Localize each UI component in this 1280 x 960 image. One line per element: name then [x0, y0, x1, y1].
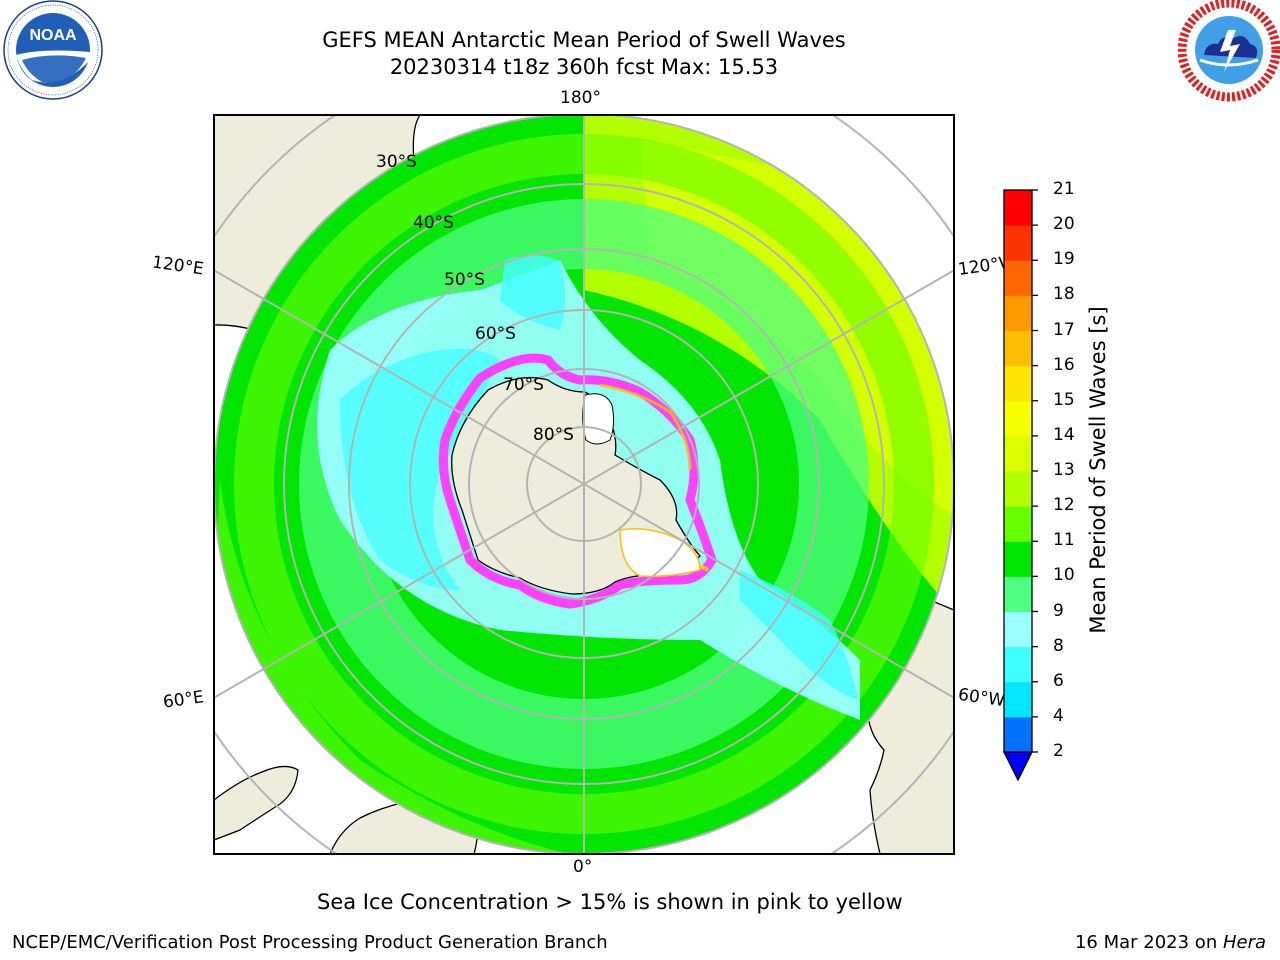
nws-logo — [1178, 0, 1280, 102]
colorbar-segment — [1004, 260, 1032, 296]
colorbar-segment — [1004, 681, 1032, 718]
colorbar-tick-label: 10 — [1053, 565, 1075, 586]
colorbar-under-arrow — [1002, 751, 1034, 782]
footer-host: Hera — [1222, 932, 1266, 953]
colorbar-segment — [1004, 330, 1032, 367]
colorbar-label: Mean Period of Swell Waves [s] — [1086, 306, 1110, 634]
colorbar-segment — [1004, 541, 1032, 577]
ross-ice-shelf — [582, 393, 615, 445]
footer-date: 16 Mar 2023 on Hera — [1075, 932, 1266, 953]
colorbar-tick-label: 6 — [1053, 670, 1064, 691]
madagascar-landmass — [214, 765, 299, 841]
colorbar-tick-label: 12 — [1053, 495, 1075, 516]
colorbar-segment — [1004, 611, 1032, 648]
colorbar-tick-label: 19 — [1053, 249, 1075, 270]
chart-subtitle: 20230314 t18z 360h fcst Max: 15.53 — [389, 55, 779, 79]
colorbar-tick-label: 2 — [1053, 741, 1064, 761]
lon-label-0: 0° — [573, 857, 593, 877]
colorbar-tick-label: 15 — [1053, 389, 1075, 410]
colorbar-tick-label: 11 — [1053, 530, 1075, 551]
colorbar-tick-label: 17 — [1053, 319, 1075, 340]
footer-credit: NCEP/EMC/Verification Post Processing Pr… — [12, 932, 608, 953]
colorbar-tick-label: 21 — [1053, 179, 1075, 199]
colorbar-segment — [1004, 646, 1032, 683]
colorbar-tick-label: 13 — [1053, 460, 1075, 480]
colorbar-segment — [1004, 190, 1032, 226]
colorbar-tick-label: 20 — [1053, 214, 1075, 235]
map-frame — [213, 114, 955, 855]
lat-label-40s: 40°S — [413, 213, 454, 233]
colorbar-tick-label: 14 — [1053, 424, 1075, 445]
footer-date-text: 16 Mar 2023 on — [1074, 932, 1223, 953]
colorbar-segment — [1004, 400, 1032, 437]
lat-label-50s: 50°S — [444, 270, 485, 290]
colorbar-segment — [1004, 716, 1032, 753]
noaa-logo-text: NOAA — [29, 27, 77, 44]
chart-title: GEFS MEAN Antarctic Mean Period of Swell… — [322, 28, 846, 52]
colorbar-ticks — [1032, 189, 1038, 753]
sea-ice-edge — [438, 353, 717, 609]
colorbar-segment — [1004, 506, 1032, 542]
lat-label-30s: 30°S — [376, 152, 417, 172]
noaa-logo: NOAA — [3, 0, 103, 100]
lat-label-70s: 70°S — [503, 375, 544, 395]
colorbar-tick-label: 8 — [1053, 635, 1064, 656]
longitude-grid — [214, 115, 954, 854]
colorbar-segments — [1004, 190, 1032, 753]
weddell-sea-ice — [619, 528, 701, 578]
colorbar-segment — [1004, 576, 1032, 612]
colorbar-segment — [1004, 295, 1032, 331]
colorbar-segment — [1004, 225, 1032, 261]
lat-label-60s: 60°S — [475, 324, 516, 344]
sea-ice-note: Sea Ice Concentration > 15% is shown in … — [317, 890, 903, 914]
colorbar — [1002, 189, 1038, 782]
lon-label-180: 180° — [560, 88, 601, 108]
colorbar-tick-label: 4 — [1053, 705, 1064, 726]
colorbar-segment — [1004, 471, 1032, 507]
colorbar-tick-label: 9 — [1053, 600, 1064, 621]
lat-label-80s: 80°S — [533, 425, 574, 445]
colorbar-segment — [1004, 435, 1032, 472]
colorbar-segment — [1004, 365, 1032, 402]
colorbar-tick-label: 16 — [1053, 354, 1075, 375]
colorbar-tick-label: 18 — [1053, 284, 1075, 305]
